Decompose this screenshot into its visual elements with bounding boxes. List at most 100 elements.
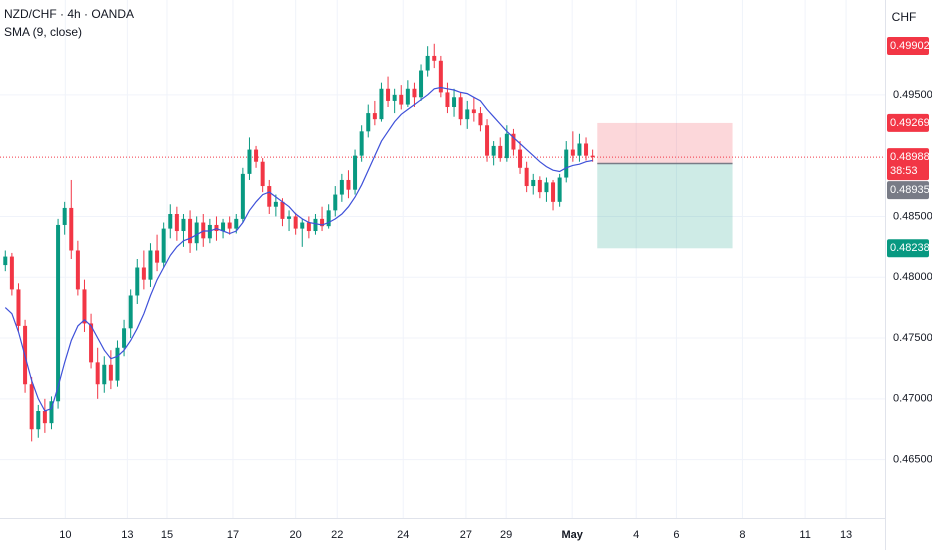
- countdown-label: 38:53: [890, 165, 918, 177]
- candle-body: [359, 131, 364, 156]
- candle-body: [56, 224, 61, 402]
- candle-body: [207, 224, 212, 239]
- candle-body: [181, 218, 186, 232]
- candle-body: [333, 194, 338, 211]
- currency-label: CHF: [892, 10, 917, 24]
- candle-body: [247, 149, 252, 174]
- candle-body: [432, 55, 437, 61]
- sma-line: [4, 86, 593, 412]
- candle-body: [478, 113, 483, 126]
- candle-body: [471, 109, 476, 114]
- candle-body: [95, 362, 100, 385]
- x-tick-label: 29: [500, 529, 512, 541]
- x-tick-label: 15: [161, 529, 173, 541]
- candle-body: [42, 410, 47, 424]
- price-tag-label: 0.48238: [890, 242, 930, 254]
- candle-body: [227, 222, 232, 229]
- candle-body: [425, 55, 430, 71]
- candle-body: [62, 207, 67, 225]
- candle-body: [405, 88, 410, 105]
- candle-body: [240, 173, 245, 219]
- candle-body: [313, 218, 318, 232]
- plot-area: [0, 0, 885, 518]
- candle-body: [89, 323, 94, 363]
- x-tick-label: 13: [121, 529, 133, 541]
- y-tick-label: 0.47000: [893, 393, 932, 405]
- candle-body: [234, 218, 239, 229]
- candle-body: [570, 149, 575, 156]
- candle-body: [353, 155, 358, 190]
- candle-body: [141, 267, 146, 280]
- x-tick-label: 13: [840, 529, 852, 541]
- candle-body: [122, 328, 127, 348]
- candle-body: [366, 113, 371, 132]
- candle-body: [36, 410, 41, 430]
- y-tick-label: 0.48000: [893, 271, 932, 283]
- candle-body: [254, 149, 259, 162]
- candle-body: [379, 88, 384, 120]
- candle-body: [155, 250, 160, 263]
- price-tag: [887, 148, 929, 181]
- price-tag: [887, 36, 929, 55]
- candle-body: [188, 218, 193, 244]
- x-tick-label: 22: [331, 529, 343, 541]
- indicator-label[interactable]: SMA (9, close): [4, 25, 82, 39]
- candle-body: [102, 364, 107, 385]
- y-tick-label: 0.48500: [893, 210, 932, 222]
- candle-body: [108, 364, 113, 381]
- y-tick-label: 0.49500: [893, 89, 932, 101]
- candle-body: [320, 218, 325, 227]
- candle-body: [267, 186, 272, 207]
- candle-body: [537, 179, 542, 193]
- candle-body: [419, 70, 424, 98]
- candle-body: [452, 97, 457, 108]
- y-tick-label: 0.46500: [893, 454, 932, 466]
- candle-body: [524, 167, 529, 187]
- candle-body: [399, 94, 404, 105]
- price-tag: [887, 239, 929, 258]
- candle-body: [491, 145, 496, 156]
- candle-body: [458, 97, 463, 120]
- candle-body: [518, 149, 523, 168]
- candle-body: [260, 161, 265, 187]
- x-tick-label: May: [561, 529, 583, 541]
- candle-body: [346, 179, 351, 190]
- x-tick-label: 24: [397, 529, 409, 541]
- candle-body: [326, 210, 331, 227]
- candle-body: [577, 143, 582, 156]
- candle-body: [221, 222, 226, 232]
- candle-body: [300, 222, 305, 229]
- target-zone: [597, 163, 733, 249]
- x-tick-label: 4: [633, 529, 639, 541]
- candle-body: [498, 145, 503, 159]
- candle-body: [306, 222, 311, 232]
- price-tag-label: 0.49902: [890, 40, 930, 52]
- candle-body: [174, 214, 179, 232]
- candle-body: [445, 92, 450, 108]
- candle-body: [135, 267, 140, 296]
- candle-body: [3, 256, 8, 266]
- candle-body: [161, 228, 166, 263]
- candle-body: [339, 179, 344, 195]
- candle-body: [128, 295, 133, 329]
- x-tick-label: 27: [460, 529, 472, 541]
- candle-body: [564, 149, 569, 178]
- y-tick-label: 0.47500: [893, 332, 932, 344]
- stop-zone: [597, 122, 733, 164]
- x-tick-label: 6: [673, 529, 679, 541]
- candle-body: [590, 155, 595, 158]
- candle-body: [280, 201, 285, 219]
- candle-body: [511, 133, 516, 150]
- x-tick-label: 8: [739, 529, 745, 541]
- x-tick-label: 11: [799, 529, 810, 541]
- candle-body: [9, 256, 14, 290]
- candle-body: [438, 60, 443, 93]
- candle-body: [531, 179, 536, 187]
- candle-body: [287, 216, 292, 219]
- candle-body: [49, 401, 54, 424]
- candle-body: [69, 207, 74, 251]
- candle-body: [392, 94, 397, 101]
- candle-body: [504, 133, 509, 159]
- candle-body: [465, 109, 470, 120]
- candle-body: [168, 214, 173, 229]
